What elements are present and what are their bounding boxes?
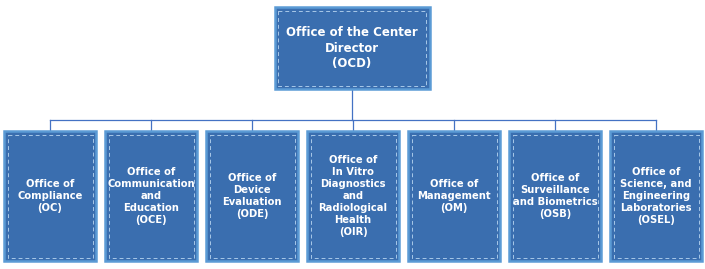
Text: Office of
Compliance
(OC): Office of Compliance (OC)	[18, 179, 82, 213]
Text: Office of
Surveillance
and Biometrics
(OSB): Office of Surveillance and Biometrics (O…	[513, 173, 597, 219]
Text: Office of
In Vitro
Diagnostics
and
Radiological
Health
(OIR): Office of In Vitro Diagnostics and Radio…	[319, 155, 388, 237]
Text: Office of
Management
(OM): Office of Management (OM)	[417, 179, 491, 213]
Text: Office of
Science, and
Engineering
Laboratories
(OSEL): Office of Science, and Engineering Labor…	[620, 167, 692, 225]
FancyBboxPatch shape	[509, 131, 601, 261]
FancyBboxPatch shape	[4, 131, 96, 261]
Text: Office of
Communication
and
Education
(OCE): Office of Communication and Education (O…	[107, 167, 195, 225]
FancyBboxPatch shape	[105, 131, 197, 261]
FancyBboxPatch shape	[274, 7, 429, 89]
Text: Office of the Center
Director
(OCD): Office of the Center Director (OCD)	[286, 26, 418, 70]
FancyBboxPatch shape	[610, 131, 702, 261]
FancyBboxPatch shape	[307, 131, 399, 261]
Text: Office of
Device
Evaluation
(ODE): Office of Device Evaluation (ODE)	[222, 173, 282, 219]
FancyBboxPatch shape	[206, 131, 298, 261]
FancyBboxPatch shape	[408, 131, 500, 261]
